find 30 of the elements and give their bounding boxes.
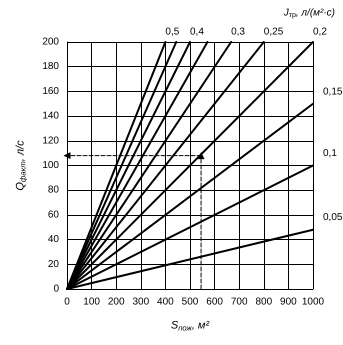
y-tick-label: 80	[48, 184, 60, 196]
x-tick-label: 900	[280, 296, 298, 308]
y-tick-label: 100	[42, 160, 60, 171]
y-tick-label: 40	[48, 234, 60, 246]
x-tick-label: 200	[108, 296, 125, 308]
y-tick-label: 200	[42, 36, 60, 48]
series-label: 0,15	[323, 86, 343, 98]
y-tick-label: 120	[42, 135, 60, 146]
y-tick-label: 60	[48, 209, 60, 220]
series-label: 0,05	[323, 212, 343, 224]
series-label: 0,3	[231, 26, 246, 38]
series-label: 0,4	[190, 26, 204, 38]
x-tick-label: 400	[157, 296, 174, 308]
x-tick-label: 300	[132, 296, 150, 308]
y-tick-label: 0	[53, 284, 60, 294]
series-label: 0,1	[323, 148, 338, 159]
series-label: 0,5	[165, 26, 180, 38]
y-tick-label: 20	[48, 258, 60, 270]
y-tick-label: 140	[42, 110, 60, 122]
x-tick-label: 100	[83, 296, 100, 308]
x-tick-label: 0	[64, 296, 70, 308]
y-tick-label: 180	[42, 61, 60, 72]
series-label: 0,2	[313, 26, 328, 38]
x-tick-label: 600	[206, 296, 224, 308]
series-label: 0,25	[264, 26, 284, 38]
x-tick-label: 700	[230, 296, 248, 308]
x-tick-label: 800	[255, 296, 273, 308]
y-tick-label: 160	[42, 86, 60, 97]
x-tick-label: 500	[182, 296, 199, 308]
x-tick-label: 1000	[302, 296, 325, 308]
